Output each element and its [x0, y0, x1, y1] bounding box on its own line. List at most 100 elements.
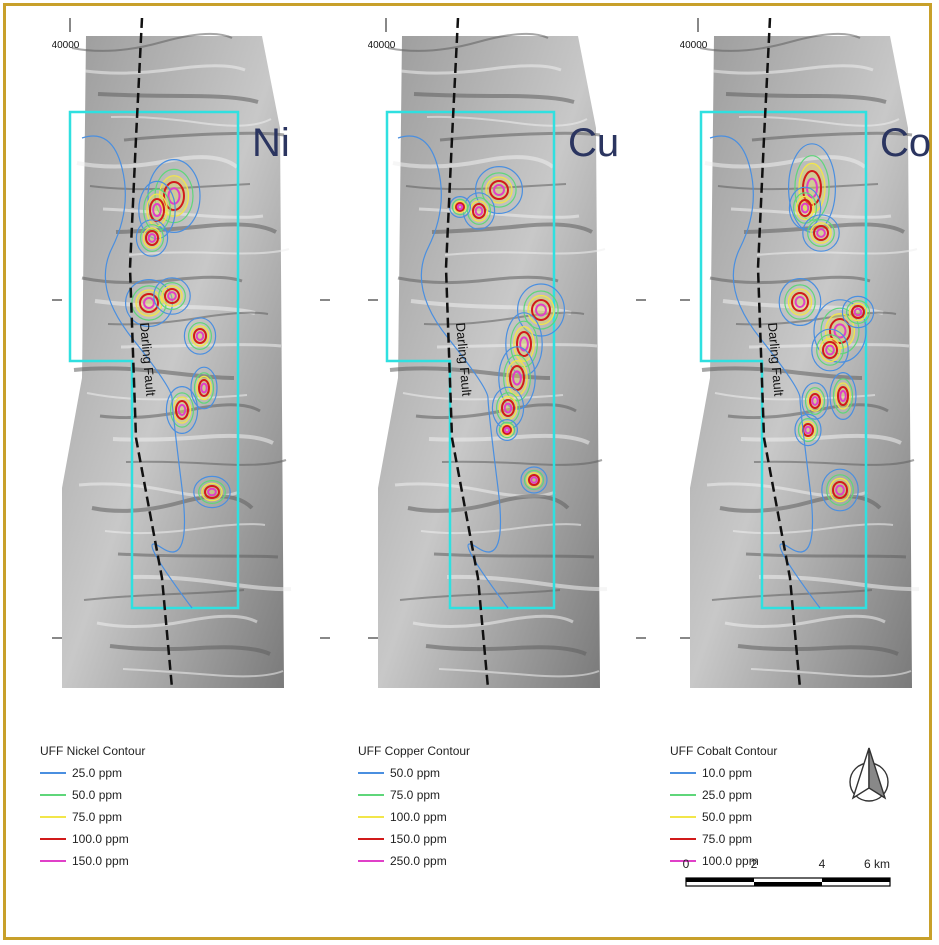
legend-item: 100.0 ppm: [358, 806, 470, 828]
legend-item: 50.0 ppm: [670, 806, 777, 828]
contour-anomaly: [841, 295, 875, 329]
terrain-streak: [97, 92, 259, 104]
terrain-streak: [704, 155, 867, 169]
terrain-streak: [84, 64, 246, 75]
contour-anomaly: [193, 475, 231, 509]
legend-copper: UFF Copper Contour 50.0 ppm 75.0 ppm 100.0…: [358, 744, 470, 872]
tenement-outline: [385, 110, 556, 610]
fault-label: Darling Fault: [137, 322, 158, 397]
legend-item: 25.0 ppm: [40, 762, 145, 784]
terrain-streak: [441, 459, 603, 466]
legend-swatch: [40, 860, 66, 862]
legend-label: 100.0 ppm: [702, 854, 759, 868]
contour-anomaly: [811, 328, 849, 372]
terrain-streak: [128, 248, 290, 256]
terrain-streak: [109, 644, 271, 656]
terrain-streak: [389, 366, 551, 380]
terrain-streak: [125, 459, 287, 466]
legend-swatch: [358, 838, 384, 840]
legend-swatch: [358, 772, 384, 774]
fault-label: Darling Fault: [453, 322, 474, 397]
terrain-streak: [418, 207, 580, 219]
darling-fault-line: [128, 18, 174, 689]
legend-label: 75.0 ppm: [390, 788, 441, 802]
legend-label: 100.0 ppm: [72, 832, 129, 846]
terrain-streak: [94, 299, 256, 315]
terrain-streak: [699, 32, 861, 52]
element-label: Co: [880, 121, 931, 165]
legend-label: 150.0 ppm: [72, 854, 129, 868]
north-arrow-icon: [849, 747, 889, 802]
contour-line: [709, 135, 821, 609]
legend-swatch: [358, 794, 384, 796]
terrain-streak: [73, 366, 235, 380]
terrain-streak: [96, 614, 258, 629]
legend-item: 50.0 ppm: [40, 784, 145, 806]
contour-anomaly: [788, 186, 822, 230]
legend-label: 50.0 ppm: [702, 810, 753, 824]
contour-anomaly: [474, 166, 523, 215]
terrain-streak: [738, 115, 900, 127]
legend-item: 50.0 ppm: [358, 762, 470, 784]
legend-item: 100.0 ppm: [40, 828, 145, 850]
terrain-streak: [737, 644, 899, 656]
legend-label: 150.0 ppm: [390, 832, 447, 846]
terrain-streak: [751, 131, 913, 142]
legend-label: 10.0 ppm: [702, 766, 753, 780]
terrain-streak: [722, 299, 884, 315]
terrain-streak: [122, 668, 284, 678]
contour-anomaly: [778, 278, 822, 327]
terrain-streak: [387, 32, 549, 52]
terrain-streak: [444, 248, 606, 256]
contour-anomaly: [462, 192, 496, 230]
scale-tick-0: 0: [683, 857, 690, 871]
contour-anomaly: [135, 219, 169, 257]
terrain-streak: [412, 614, 574, 629]
contour-anomaly: [517, 283, 566, 337]
terrain-streak: [400, 64, 562, 75]
terrain-streak: [117, 552, 279, 559]
terrain-streak: [725, 92, 887, 104]
legend-label: 100.0 ppm: [390, 810, 447, 824]
map-canvas: Darling FaultCu34000069700006960000: [368, 18, 646, 689]
legend-nickel: UFF Nickel Contour 25.0 ppm 50.0 ppm 75.0 …: [40, 744, 145, 872]
terrain-streak: [71, 32, 233, 52]
terrain-streak: [115, 222, 277, 234]
terrain-streak: [407, 494, 570, 513]
contour-anomaly: [190, 366, 218, 410]
legend-swatch: [358, 816, 384, 818]
terrain-streak: [102, 207, 264, 219]
terrain-streak: [701, 366, 863, 380]
legend-item: 75.0 ppm: [670, 828, 777, 850]
terrain-streak: [104, 523, 266, 535]
legend-item: 75.0 ppm: [40, 806, 145, 828]
legend-label: 25.0 ppm: [702, 788, 753, 802]
legend-label: 75.0 ppm: [72, 810, 123, 824]
contour-anomaly: [520, 466, 548, 494]
contour-anomaly: [801, 382, 829, 420]
terrain-streak: [426, 115, 588, 127]
legend-swatch: [670, 838, 696, 840]
element-label: Cu: [568, 121, 619, 165]
legend-item: 150.0 ppm: [358, 828, 470, 850]
element-label: Ni: [252, 121, 290, 165]
terrain-streak: [425, 644, 587, 656]
contour-anomaly: [813, 299, 867, 363]
legend-item: 250.0 ppm: [358, 850, 470, 872]
legend-swatch: [358, 860, 384, 862]
terrain-streak: [413, 92, 575, 104]
terrain-streak: [91, 494, 254, 513]
legend-swatch: [40, 794, 66, 796]
fault-label: Darling Fault: [765, 322, 786, 397]
contour-anomaly: [496, 419, 519, 442]
terrain-streak: [719, 494, 882, 513]
map-panel-cobalt: Darling FaultCo34000069700006960000: [680, 18, 939, 698]
terrain-streak: [724, 614, 886, 629]
legend-swatch: [670, 794, 696, 796]
scale-tick-2: 2: [751, 857, 758, 871]
terrain-streak: [714, 392, 876, 401]
x-tick-label: 340000: [680, 40, 708, 51]
legend-label: 50.0 ppm: [72, 788, 123, 802]
legend-swatch: [40, 838, 66, 840]
